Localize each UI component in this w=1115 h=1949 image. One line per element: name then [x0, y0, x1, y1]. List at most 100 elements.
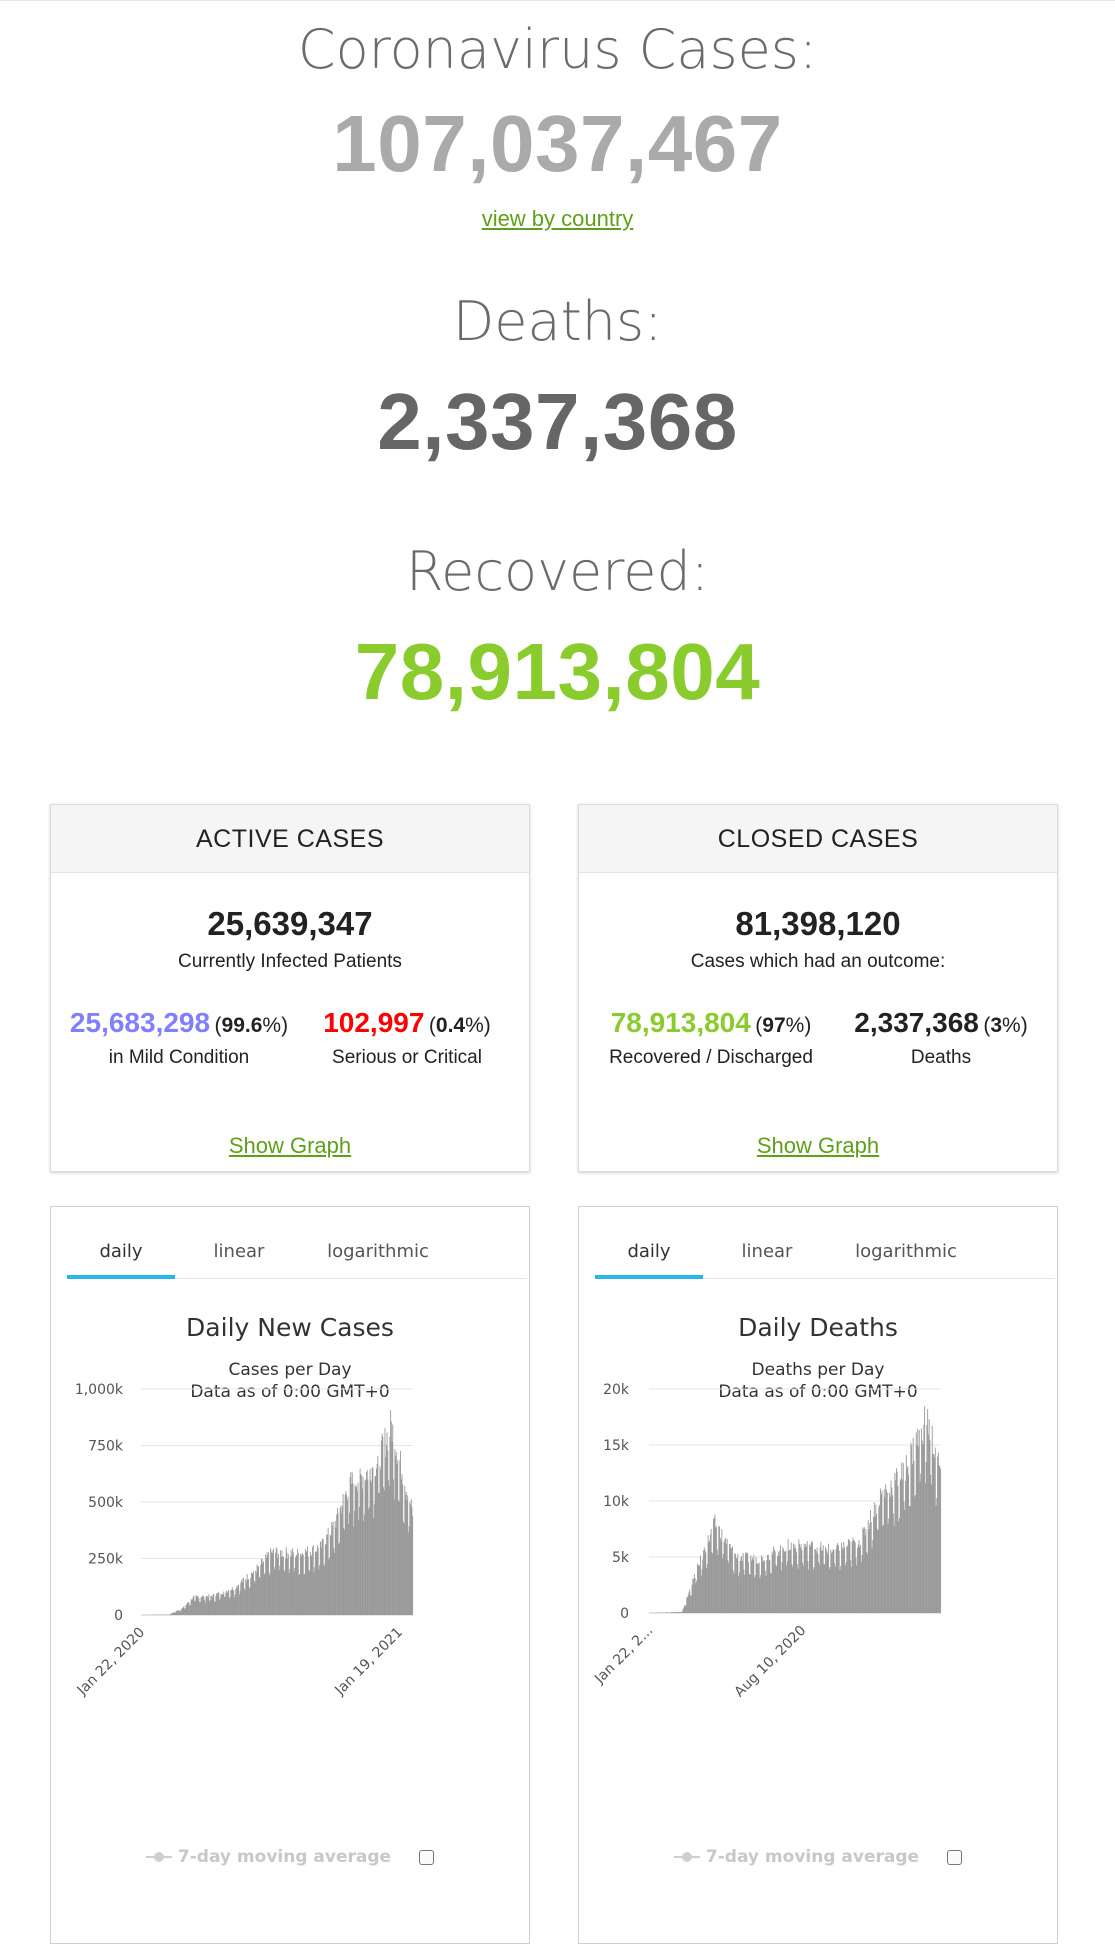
data-bar	[846, 1546, 848, 1613]
tab-linear[interactable]: linear	[741, 1241, 793, 1262]
data-bar	[246, 1580, 247, 1615]
data-bar	[760, 1575, 762, 1613]
data-bar	[916, 1444, 918, 1613]
data-bar	[192, 1599, 193, 1615]
tab-logarithmic[interactable]: logarithmic	[327, 1241, 429, 1262]
data-bar	[301, 1554, 303, 1615]
data-bar	[746, 1553, 748, 1613]
data-bar	[229, 1597, 231, 1615]
data-bar	[298, 1574, 300, 1615]
cases-label: Coronavirus Cases:	[297, 18, 818, 81]
data-bar	[179, 1611, 181, 1615]
data-bar	[704, 1550, 706, 1613]
data-bar	[319, 1565, 321, 1615]
data-bar	[372, 1467, 374, 1615]
data-bar	[898, 1520, 900, 1613]
data-bar	[202, 1595, 204, 1615]
data-bar	[685, 1604, 687, 1613]
data-bar	[228, 1598, 230, 1615]
data-bar	[194, 1600, 196, 1615]
data-bar	[317, 1548, 319, 1615]
moving-average-checkbox[interactable]	[947, 1849, 963, 1865]
data-bar	[882, 1524, 884, 1613]
data-bar	[344, 1529, 345, 1615]
data-bar	[347, 1496, 349, 1615]
data-bar	[261, 1559, 263, 1615]
tab-linear[interactable]: linear	[213, 1241, 265, 1262]
moving-average-legend[interactable]: 7-day moving average	[579, 1847, 1057, 1867]
data-bar	[792, 1566, 794, 1613]
data-bar	[378, 1493, 380, 1615]
data-bar	[692, 1578, 694, 1613]
closed-show-graph-link[interactable]: Show Graph	[756, 1133, 880, 1158]
data-bar	[854, 1542, 856, 1613]
data-bar	[702, 1559, 704, 1613]
data-bar	[870, 1509, 871, 1613]
data-bar	[346, 1494, 348, 1615]
data-bar	[307, 1546, 308, 1615]
data-bar	[175, 1611, 177, 1615]
data-bar	[380, 1440, 382, 1615]
data-bar	[673, 1612, 675, 1613]
data-bar	[265, 1557, 267, 1615]
data-bar	[410, 1504, 411, 1615]
data-bar	[772, 1554, 774, 1613]
data-bar	[284, 1571, 286, 1615]
data-bar	[373, 1504, 375, 1615]
data-bar	[677, 1612, 679, 1613]
data-bar	[805, 1546, 807, 1613]
data-bar	[831, 1552, 833, 1613]
data-bar	[287, 1558, 289, 1615]
data-bar	[232, 1590, 234, 1615]
view-by-country-link[interactable]: view by country	[481, 206, 634, 231]
tab-daily[interactable]: daily	[627, 1241, 671, 1262]
daily-new-cases-panel: daily linear logarithmic Daily New Cases…	[50, 1206, 530, 1944]
data-bar	[774, 1551, 776, 1613]
data-bar	[214, 1601, 215, 1615]
data-bar	[327, 1527, 329, 1615]
data-bar	[241, 1580, 242, 1615]
data-bar	[272, 1548, 274, 1615]
data-bar	[908, 1474, 910, 1613]
data-bar	[828, 1568, 830, 1613]
data-bar	[803, 1543, 805, 1613]
moving-average-legend[interactable]: 7-day moving average	[51, 1847, 529, 1867]
data-bar	[304, 1573, 306, 1615]
data-bar	[178, 1610, 180, 1615]
data-bar	[368, 1509, 370, 1615]
recovered-label: Recovered:	[406, 540, 709, 603]
data-bar	[290, 1556, 291, 1615]
moving-average-checkbox[interactable]	[419, 1849, 435, 1865]
data-bar	[806, 1541, 808, 1613]
data-bar	[725, 1537, 727, 1613]
data-bar	[835, 1548, 837, 1613]
data-bar	[689, 1589, 691, 1613]
data-bar	[238, 1594, 240, 1615]
data-bar	[797, 1568, 799, 1613]
data-bar	[871, 1548, 873, 1613]
tab-logarithmic[interactable]: logarithmic	[855, 1241, 957, 1262]
data-bar	[219, 1600, 220, 1615]
data-bar	[743, 1569, 745, 1613]
data-bar	[176, 1610, 178, 1615]
data-bar	[291, 1555, 293, 1615]
data-bar	[352, 1483, 354, 1615]
active-show-graph-link[interactable]: Show Graph	[228, 1133, 352, 1158]
data-bar	[405, 1491, 407, 1615]
data-bar	[334, 1521, 336, 1615]
data-bar	[382, 1436, 384, 1615]
data-bar	[370, 1480, 372, 1615]
tab-daily[interactable]: daily	[99, 1241, 143, 1262]
data-bar	[906, 1468, 908, 1613]
data-bar	[809, 1545, 810, 1613]
cases-value-block: 107,037,467	[0, 98, 1115, 190]
data-bar	[733, 1573, 735, 1613]
data-bar	[361, 1475, 362, 1615]
data-bar	[285, 1558, 286, 1615]
data-bar	[863, 1528, 865, 1613]
data-bar	[406, 1500, 408, 1615]
data-bar	[722, 1554, 724, 1613]
data-bar	[716, 1549, 718, 1613]
data-bar	[172, 1612, 174, 1615]
data-bar	[794, 1544, 796, 1613]
